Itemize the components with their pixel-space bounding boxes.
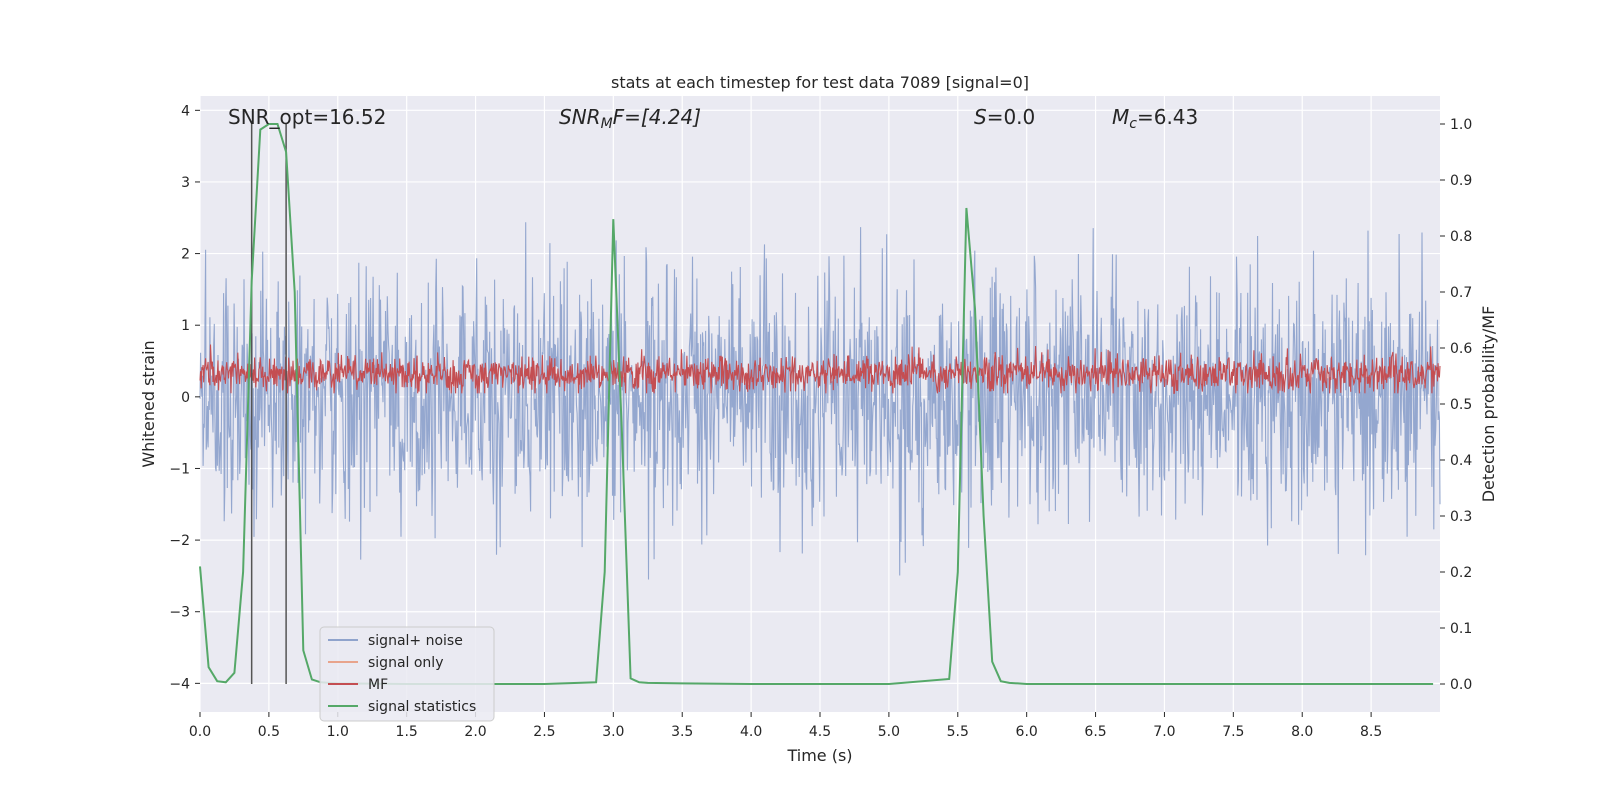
y-right-tick-label: 0.7 [1450, 285, 1472, 301]
vertical-markers [250, 124, 287, 684]
y-right-tick-label: 0.0 [1450, 677, 1472, 693]
mc-subscript: c [1129, 116, 1137, 132]
series-mf [199, 344, 1441, 394]
x-tick-label: 7.5 [1222, 724, 1244, 740]
y-tick-label: 2 [181, 247, 190, 263]
annotation-snr-mf: SNRMF=[4.24] [559, 105, 701, 132]
legend-label-signal-only: signal only [368, 655, 443, 671]
x-tick-label: 3.0 [602, 724, 624, 740]
snr-mf-rest: F=[4.24] [613, 105, 701, 129]
y-right-tick-label: 0.6 [1450, 341, 1472, 357]
x-tick-label: 7.0 [1153, 724, 1175, 740]
y-tick-label: −3 [169, 605, 190, 621]
annotation-snr-opt: SNR_opt=16.52 [228, 105, 386, 129]
snr-mf-subscript: M [601, 116, 613, 132]
chart-title: stats at each timestep for test data 708… [611, 73, 1029, 92]
axis-ticks: 0.0 0.5 1.0 1.5 2.0 2.5 3.0 3.5 4.0 4.5 5.0 5.5 6.0 6… [169, 103, 1472, 740]
y-tick-label: 0 [181, 390, 190, 406]
x-tick-label: 6.5 [1084, 724, 1106, 740]
x-tick-label: 4.0 [740, 724, 762, 740]
y-right-tick-label: 0.9 [1450, 173, 1472, 189]
y-right-tick-label: 1.0 [1450, 117, 1472, 133]
mc-base: M [1112, 105, 1129, 129]
y-axis-label-right: Detection probability/MF [1479, 306, 1498, 503]
series-signal-statistics [199, 123, 1434, 685]
signal-noise-line [199, 222, 1441, 580]
x-tick-label: 3.5 [671, 724, 693, 740]
y-right-tick-label: 0.1 [1450, 621, 1472, 637]
y-tick-label: −4 [169, 676, 190, 692]
x-tick-label: 2.0 [464, 724, 486, 740]
x-tick-label: 5.5 [947, 724, 969, 740]
annotation-s: S=0.0 [974, 105, 1035, 129]
legend-label-signal-statistics: signal statistics [368, 699, 476, 715]
y-right-tick-label: 0.2 [1450, 565, 1472, 581]
legend: signal+ noise signal only MF signal stat… [319, 626, 495, 722]
x-tick-label: 5.0 [878, 724, 900, 740]
legend-box [319, 626, 495, 722]
series-signal-noise [199, 222, 1441, 580]
mf-line [199, 344, 1441, 394]
y-tick-label: −2 [169, 533, 190, 549]
legend-label-signal-noise: signal+ noise [368, 633, 463, 649]
y-tick-label: 1 [181, 318, 190, 334]
mc-value: =6.43 [1137, 105, 1198, 129]
y-right-tick-label: 0.4 [1450, 453, 1472, 469]
signal-statistics-line [199, 123, 1434, 685]
x-tick-label: 8.5 [1360, 724, 1382, 740]
x-tick-label: 8.0 [1291, 724, 1313, 740]
s-symbol: S [974, 105, 987, 129]
y-tick-label: 3 [181, 175, 190, 191]
x-tick-label: 0.0 [189, 724, 211, 740]
s-value: =0.0 [987, 105, 1036, 129]
y-right-tick-label: 0.8 [1450, 229, 1472, 245]
x-tick-label: 4.5 [809, 724, 831, 740]
x-tick-label: 1.0 [327, 724, 349, 740]
x-axis-label: Time (s) [786, 746, 852, 765]
annotation-mc: Mc=6.43 [1112, 105, 1198, 132]
y-right-tick-label: 0.3 [1450, 509, 1472, 525]
y-tick-label: 4 [181, 103, 190, 119]
y-tick-label: −1 [169, 461, 190, 477]
x-tick-label: 1.5 [396, 724, 418, 740]
x-tick-label: 2.5 [533, 724, 555, 740]
legend-label-mf: MF [368, 677, 388, 693]
x-tick-label: 6.0 [1016, 724, 1038, 740]
snr-mf-base: SNR [559, 105, 601, 129]
y-right-tick-label: 0.5 [1450, 397, 1472, 413]
y-axis-label: Whitened strain [139, 340, 158, 467]
x-tick-label: 0.5 [258, 724, 280, 740]
